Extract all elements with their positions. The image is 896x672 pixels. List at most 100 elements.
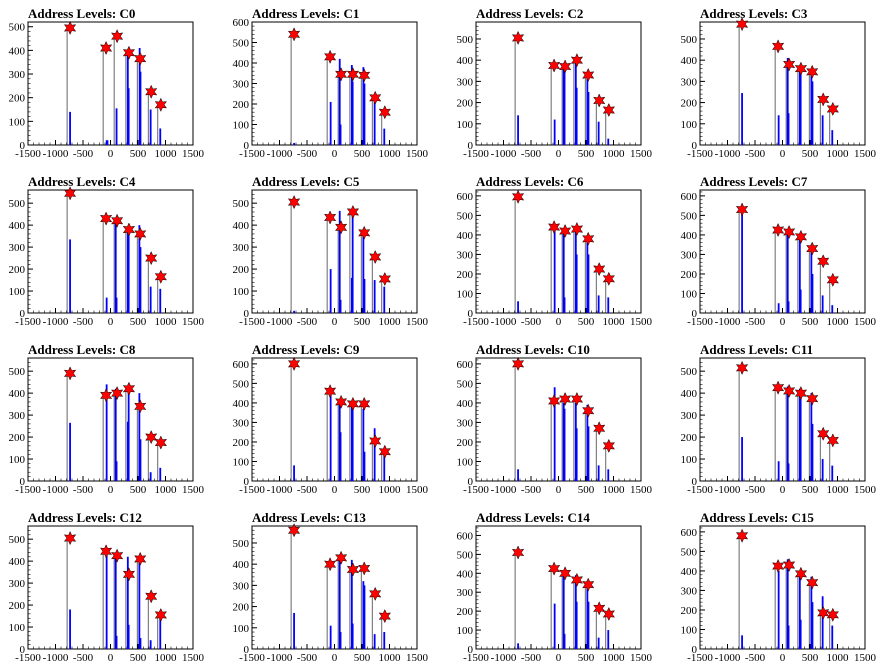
x-tick-label: -1500	[15, 484, 41, 496]
x-tick-label: 0	[780, 316, 786, 328]
peak-marker	[806, 64, 819, 79]
x-tick-label: -1500	[463, 484, 489, 496]
y-tick-label: 600	[681, 191, 698, 203]
plot-frame	[475, 357, 642, 482]
plot-frame	[475, 21, 642, 146]
y-tick-label: 500	[681, 210, 698, 222]
x-tick-label: 1500	[182, 316, 205, 328]
x-tick-label: 1500	[854, 316, 877, 328]
peak-marker	[817, 254, 830, 269]
x-tick-label: 500	[578, 652, 595, 664]
peak-marker	[154, 97, 168, 112]
x-tick-label: 500	[130, 148, 147, 160]
y-tick-label: 300	[681, 585, 698, 597]
peak-marker	[145, 250, 158, 266]
x-tick-label: 500	[354, 484, 371, 496]
y-tick-label: 500	[233, 538, 250, 550]
peak-marker	[735, 528, 749, 543]
histogram-panel: Address Levels: C9 0 100 200 300 400 500 600 -15…	[233, 342, 429, 496]
y-tick-label: 0	[468, 644, 474, 656]
y-tick-label: 0	[692, 476, 698, 488]
chart-title: Address Levels: C12	[28, 510, 142, 525]
plot-frame	[27, 357, 194, 482]
y-tick-label: 100	[9, 622, 26, 634]
peak-marker	[378, 608, 392, 624]
peak-marker	[826, 101, 840, 117]
x-tick-label: 1000	[603, 316, 626, 328]
peak-marker	[735, 360, 749, 376]
histogram-panel: Address Levels: C7 0 100 200 300 400 500 600 -15…	[681, 174, 877, 328]
x-tick-label: -1500	[687, 148, 713, 160]
y-tick-label: 100	[233, 456, 250, 468]
x-tick-label: 500	[354, 316, 371, 328]
x-tick-label: 0	[556, 652, 562, 664]
x-tick-label: 1000	[155, 652, 178, 664]
x-tick-label: -1000	[715, 316, 741, 328]
y-tick-label: 100	[9, 454, 26, 466]
peak-marker	[582, 403, 595, 418]
histogram-panel: Address Levels: C10 0 100 200 300 400 500 600 -1…	[457, 342, 653, 496]
x-tick-label: -1000	[715, 148, 741, 160]
y-tick-label: 200	[9, 432, 26, 444]
x-tick-label: -1000	[715, 484, 741, 496]
peak-marker	[378, 271, 392, 287]
y-tick-label: 300	[457, 417, 474, 429]
x-tick-label: 500	[354, 148, 371, 160]
x-tick-label: 1500	[630, 316, 653, 328]
y-tick-label: 0	[20, 644, 26, 656]
x-tick-label: 500	[802, 484, 819, 496]
y-tick-label: 200	[9, 600, 26, 612]
peak-marker	[558, 391, 572, 407]
peak-marker	[134, 399, 147, 414]
x-tick-label: 0	[332, 484, 338, 496]
y-tick-label: 600	[457, 530, 474, 542]
chart-title: Address Levels: C13	[252, 510, 366, 525]
y-tick-label: 400	[457, 568, 474, 580]
y-tick-label: 300	[233, 79, 250, 91]
chart-title: Address Levels: C0	[28, 6, 135, 21]
peak-marker	[593, 93, 606, 108]
y-tick-label: 0	[692, 644, 698, 656]
peak-marker	[582, 577, 595, 592]
peak-marker	[134, 551, 147, 567]
x-tick-label: 500	[802, 652, 819, 664]
chart-title: Address Levels: C7	[700, 174, 808, 189]
y-tick-label: 500	[457, 34, 474, 46]
peak-marker	[110, 385, 124, 401]
peak-marker	[794, 385, 808, 401]
y-tick-label: 500	[233, 38, 250, 50]
peak-marker	[782, 557, 796, 573]
y-tick-label: 500	[681, 34, 698, 46]
x-tick-label: -500	[73, 652, 94, 664]
y-tick-label: 600	[681, 527, 698, 539]
x-tick-label: -500	[73, 484, 94, 496]
peak-marker	[334, 67, 348, 82]
y-tick-label: 300	[233, 580, 250, 592]
peak-marker	[63, 530, 77, 546]
x-tick-label: 1000	[379, 148, 402, 160]
y-tick-label: 0	[692, 308, 698, 320]
plot-frame	[475, 525, 642, 650]
y-tick-label: 300	[457, 76, 474, 88]
y-tick-label: 400	[9, 388, 26, 400]
peak-marker	[782, 57, 796, 72]
x-tick-label: -500	[521, 484, 542, 496]
y-tick-label: 500	[681, 366, 698, 378]
y-tick-label: 500	[233, 198, 250, 210]
chart-title: Address Levels: C6	[476, 174, 584, 189]
y-tick-label: 500	[9, 198, 26, 210]
histogram-panel: Address Levels: C50100200300400500-1500-…	[233, 174, 429, 328]
x-tick-label: 1500	[854, 484, 877, 496]
y-tick-label: 0	[244, 476, 250, 488]
x-tick-label: 1500	[406, 148, 429, 160]
y-tick-label: 0	[20, 140, 26, 152]
peak-marker	[558, 566, 572, 581]
x-tick-label: 1500	[406, 316, 429, 328]
y-tick-label: 100	[457, 119, 474, 131]
peak-marker	[346, 204, 360, 220]
x-tick-label: -1500	[15, 316, 41, 328]
histogram-panel: Address Levels: C6 0 100 200 300 400 500 600 -15…	[457, 174, 653, 328]
y-tick-label: 400	[681, 230, 698, 242]
peak-marker	[99, 544, 113, 559]
y-tick-label: 400	[233, 58, 250, 70]
